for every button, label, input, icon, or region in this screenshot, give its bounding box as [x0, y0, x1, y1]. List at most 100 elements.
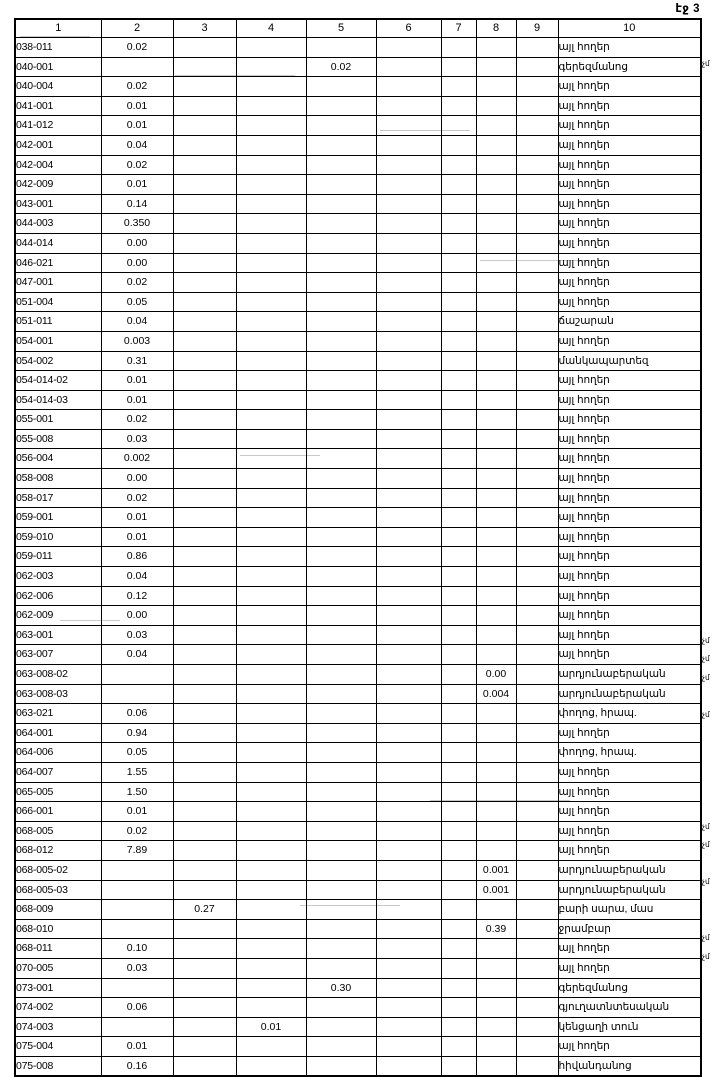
cell-col7	[440, 840, 477, 861]
table-row[interactable]: 062-009 0.00 այլ հողեր	[14, 605, 702, 626]
cell-col6	[375, 664, 442, 685]
table-row[interactable]: 056-004 0.002 այլ հողեր	[14, 448, 702, 470]
table-row[interactable]: 055-001 0.02 այլ հողեր	[14, 409, 702, 430]
cell-col4	[235, 664, 307, 685]
table-row[interactable]: 042-009 0.01 այլ հողեր	[14, 174, 702, 195]
cell-col8	[475, 977, 517, 999]
table-row[interactable]: 051-011 0.04 ճաշարան	[14, 311, 702, 332]
cell-col2: 7.89	[100, 840, 174, 861]
table-row[interactable]: 040-004 0.02 այլ հողեր	[14, 76, 702, 97]
table-row[interactable]: 068-005 0.02 այլ հողեր	[14, 820, 702, 842]
cell-col4	[235, 232, 307, 254]
cell-col5	[305, 213, 377, 234]
cell-col8	[475, 938, 517, 959]
table-row[interactable]: 042-001 0.04 այլ հողեր	[14, 134, 702, 156]
table-row[interactable]: 068-011 0.10 այլ հողեր	[14, 938, 702, 959]
cell-col3	[172, 487, 237, 509]
cell-col6	[375, 761, 442, 783]
table-row[interactable]: 063-008-03 0.004 արդյունաբերական	[14, 683, 702, 705]
table-row[interactable]: 073-001 0.30 գերեզմանոց	[14, 977, 702, 999]
table-row[interactable]: 068-005-03 0.001 արդյունաբերական	[14, 879, 702, 901]
table-row[interactable]: 044-003 0.350 այլ հողեր	[14, 213, 702, 234]
cell-col7	[440, 370, 477, 391]
table-row[interactable]: 059-001 0.01 այլ հողեր	[14, 507, 702, 528]
table-row[interactable]: 068-012 7.89 այլ հողեր	[14, 840, 702, 861]
table-row[interactable]: 059-010 0.01 այլ հողեր	[14, 526, 702, 548]
table-row[interactable]: 046-021 0.00 այլ հողեր	[14, 252, 702, 274]
cell-col9	[515, 1036, 559, 1057]
cell-col9	[515, 722, 559, 744]
table-header-row: 1 2 3 4 5 6 7 8 9 10	[14, 18, 702, 38]
table-row[interactable]: 070-005 0.03 այլ հողեր	[14, 957, 702, 979]
cell-col6	[375, 468, 442, 489]
cell-col2: 0.03	[100, 957, 174, 979]
table-row[interactable]: 038-011 0.02 այլ հողեր	[14, 37, 702, 58]
cell-col9	[515, 820, 559, 842]
table-row[interactable]: 041-012 0.01 այլ հողեր	[14, 115, 702, 136]
cell-col8	[475, 840, 517, 861]
cell-col5	[305, 899, 377, 920]
cell-col4	[235, 605, 307, 626]
table-row[interactable]: 054-002 0.31 մանկապարտեզ	[14, 350, 702, 372]
table-row[interactable]: 059-011 0.86 այլ հողեր	[14, 546, 702, 568]
table-row[interactable]: 054-014-02 0.01 այլ հողեր	[14, 370, 702, 391]
cell-col9	[515, 468, 559, 489]
table-row[interactable]: 064-006 0.05 փողոց, հրապ.	[14, 742, 702, 763]
table-row[interactable]: 047-001 0.02 այլ հողեր	[14, 272, 702, 293]
table-row[interactable]: 075-004 0.01 այլ հողեր	[14, 1036, 702, 1057]
cell-col6	[375, 174, 442, 195]
table-row[interactable]: 063-001 0.03 այլ հողեր	[14, 624, 702, 646]
cell-col9	[515, 781, 559, 803]
margin-mark	[702, 966, 716, 985]
cell-col2: 0.03	[100, 624, 174, 646]
cell-col8	[475, 781, 517, 803]
cell-col4	[235, 291, 307, 313]
cell-col2: 0.04	[100, 566, 174, 587]
table-row[interactable]: 063-007 0.04 այլ հողեր	[14, 644, 702, 665]
table-row[interactable]: 051-004 0.05 այլ հողեր	[14, 291, 702, 313]
cell-parcel-code: 074-003	[14, 1016, 102, 1038]
cell-col7	[440, 174, 477, 195]
table-row[interactable]: 068-010 0.39 ջրամբար	[14, 918, 702, 940]
table-row[interactable]: 044-014 0.00 այլ հողեր	[14, 232, 702, 254]
table-row[interactable]: 040-001 0.02 գերեզմանոց	[14, 56, 702, 78]
table-row[interactable]: 041-001 0.01 այլ հողեր	[14, 95, 702, 117]
table-row[interactable]: 058-017 0.02 այլ հողեր	[14, 487, 702, 509]
cell-col4	[235, 761, 307, 783]
cell-col8	[475, 703, 517, 724]
table-row[interactable]: 065-005 1.50 այլ հողեր	[14, 781, 702, 803]
table-row[interactable]: 042-004 0.02 այլ հողեր	[14, 154, 702, 176]
table-row[interactable]: 075-008 0.16 հիվանդանոց	[14, 1055, 702, 1077]
table-row[interactable]: 068-005-02 0.001 արդյունաբերական	[14, 859, 702, 881]
table-row[interactable]: 058-008 0.00 այլ հողեր	[14, 468, 702, 489]
table-row[interactable]: 043-001 0.14 այլ հողեր	[14, 193, 702, 215]
table-row[interactable]: 064-007 1.55 այլ հողեր	[14, 761, 702, 783]
table-row[interactable]: 054-014-03 0.01 այլ հողեր	[14, 389, 702, 411]
margin-mark	[702, 483, 716, 502]
table-row[interactable]: 062-006 0.12 այլ հողեր	[14, 585, 702, 607]
table-row[interactable]: 068-009 0.27 բարի սարա, մաս	[14, 899, 702, 920]
cell-land-use: այլ հողեր	[557, 566, 702, 587]
table-row[interactable]: 074-002 0.06 գյուղատնտեսական	[14, 997, 702, 1018]
table-row[interactable]: 074-003 0.01 կենցաղի տուն	[14, 1016, 702, 1038]
cell-col6	[375, 938, 442, 959]
table-row[interactable]: 066-001 0.01 այլ հողեր	[14, 801, 702, 822]
cell-col2: 0.05	[100, 291, 174, 313]
column-header-8: 8	[475, 18, 517, 38]
cell-col8	[475, 507, 517, 528]
table-row[interactable]: 063-021 0.06 փողոց, հրապ.	[14, 703, 702, 724]
cell-col5	[305, 1055, 377, 1077]
table-row[interactable]: 064-001 0.94 այլ հողեր	[14, 722, 702, 744]
cell-col4	[235, 193, 307, 215]
table-row[interactable]: 054-001 0.003 այլ հողեր	[14, 330, 702, 352]
table-row[interactable]: 063-008-02 0.00 արդյունաբերական	[14, 664, 702, 685]
table-row[interactable]: 062-003 0.04 այլ հողեր	[14, 566, 702, 587]
cell-col6	[375, 605, 442, 626]
cell-col7	[440, 644, 477, 665]
cell-col5	[305, 330, 377, 352]
cell-col5	[305, 918, 377, 940]
cell-col8	[475, 487, 517, 509]
table-row[interactable]: 055-008 0.03 այլ հողեր	[14, 428, 702, 450]
cell-col3	[172, 918, 237, 940]
cell-col9	[515, 134, 559, 156]
